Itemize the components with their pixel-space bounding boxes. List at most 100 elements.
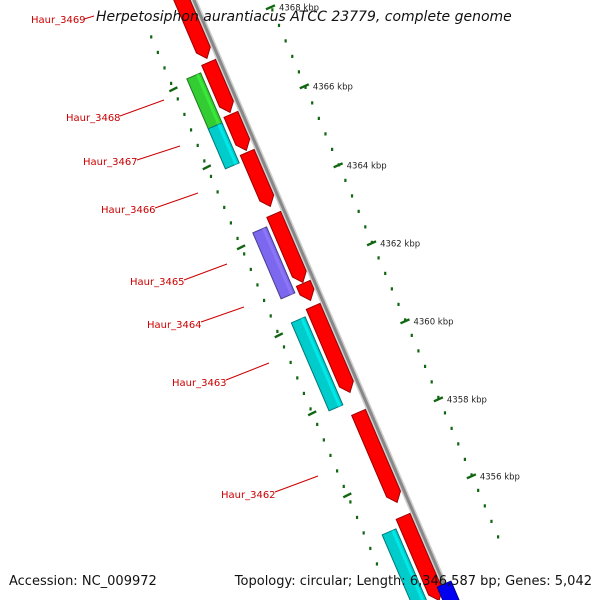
gene-haur-3464-fwd-highlight [305,281,313,292]
gene-label: Haur_3463 [172,378,227,389]
gene-haur-3463-fwd-highlight [315,304,352,384]
inner-dot [362,531,365,535]
scale-dot [271,8,274,12]
scale-dot [450,426,453,430]
scale-tick [399,318,410,325]
gene-haur-3469 [173,0,211,60]
map-title: Herpetosiphon aurantiacus ATCC 23779, co… [96,9,512,25]
scale-label: 4356 kbp [480,472,520,482]
inner-dot [282,345,286,349]
inner-dot [349,500,352,504]
inner-dot [329,453,332,458]
gene-label: Haur_3465 [130,277,185,288]
backbone-line [192,0,451,597]
gene-label-leader [274,475,319,493]
inner-dot [216,190,219,194]
inner-dot [302,391,306,396]
scale-dot [477,488,480,492]
scale-dot [397,302,400,306]
gene-bottom-fwd [395,512,443,600]
gene-label: Haur_3464 [147,320,202,331]
gene-haur-3469-highlight [184,0,209,50]
inner-dot [229,221,232,225]
gene-bottom-rev-highlight [391,529,425,600]
gene-bottom-fwd-highlight [405,514,441,592]
inner-dot [196,143,199,148]
scale-label: 4368 kbp [279,3,319,13]
inner-dot [163,66,166,70]
topology-label: Topology: [234,574,296,589]
length-value: 6,346,587 bp [409,574,497,589]
inner-tick [168,86,178,93]
scale-tick [333,162,344,169]
gene-label-leader [183,263,228,281]
scale-dot [364,225,367,229]
gene-label: Haur_3467 [83,157,138,168]
gene-haur-3465-fwd [266,210,307,284]
scale-dot [297,70,301,74]
gene-bottom-blue-highlight [446,581,457,600]
inner-dot [223,205,226,210]
scale-dot [277,23,281,27]
inner-dot [209,174,213,179]
scale-label: 4358 kbp [447,395,487,405]
scale-tick [299,83,310,90]
gene-haur-3466-fwd [239,148,275,208]
inner-tick [236,244,246,251]
inner-dot [203,159,206,163]
scale-dot [490,519,493,523]
scale-dot [423,364,427,368]
scale-dot [496,535,500,539]
scale-dot [324,132,327,136]
topology-footer: Topology: circular; Length: 6,346,587 bp… [234,574,592,589]
scale-dot [470,473,473,477]
scale-dot [437,395,440,399]
gene-haur-3467-fwd [223,110,251,152]
scale-dot [311,101,314,105]
inner-dot [189,128,193,132]
inner-dot [276,329,279,334]
scale-dot [430,380,433,384]
gene-label-leader [83,15,95,20]
inner-tick [307,410,317,417]
scale-dot [350,194,354,198]
gene-haur-3465-highlight [262,227,294,295]
inner-dot [249,267,252,272]
accession-value: NC_009972 [81,574,157,589]
scale-dot [463,457,466,461]
gene-label: Haur_3462 [221,490,276,501]
scale-dot [304,85,307,89]
scale-dot [457,442,460,446]
scale-dot [344,178,347,182]
gene-label-leader [136,145,181,161]
inner-dot [243,252,246,256]
scale-dot [404,318,407,322]
gene-haur-3463-fwd [305,302,354,394]
inner-dot [170,81,173,86]
inner-dot [150,35,153,39]
gene-label-leader [154,192,199,209]
scale-label: 4362 kbp [380,239,420,249]
inner-dot [262,298,266,303]
accession-footer: Accession: NC_009972 [9,574,157,589]
length-label: Length: [356,574,406,589]
inner-dot [375,562,379,566]
inner-dot [183,112,186,117]
scale-tick [433,396,444,403]
gene-label: Haur_3469 [31,15,86,26]
inner-dot [236,236,239,241]
inner-dot [296,376,299,380]
gene-haur-3467-fwd-highlight [233,112,248,142]
scale-dot [390,287,393,291]
scale-label: 4366 kbp [313,82,353,92]
scale-tick [265,4,276,11]
inner-dot [355,515,359,520]
genes-label: Genes: [505,574,551,589]
scale-dot [284,39,287,43]
scale-dot [384,271,387,275]
scale-dot [443,411,447,415]
scale-dot [377,256,380,260]
inner-dot [289,360,292,365]
